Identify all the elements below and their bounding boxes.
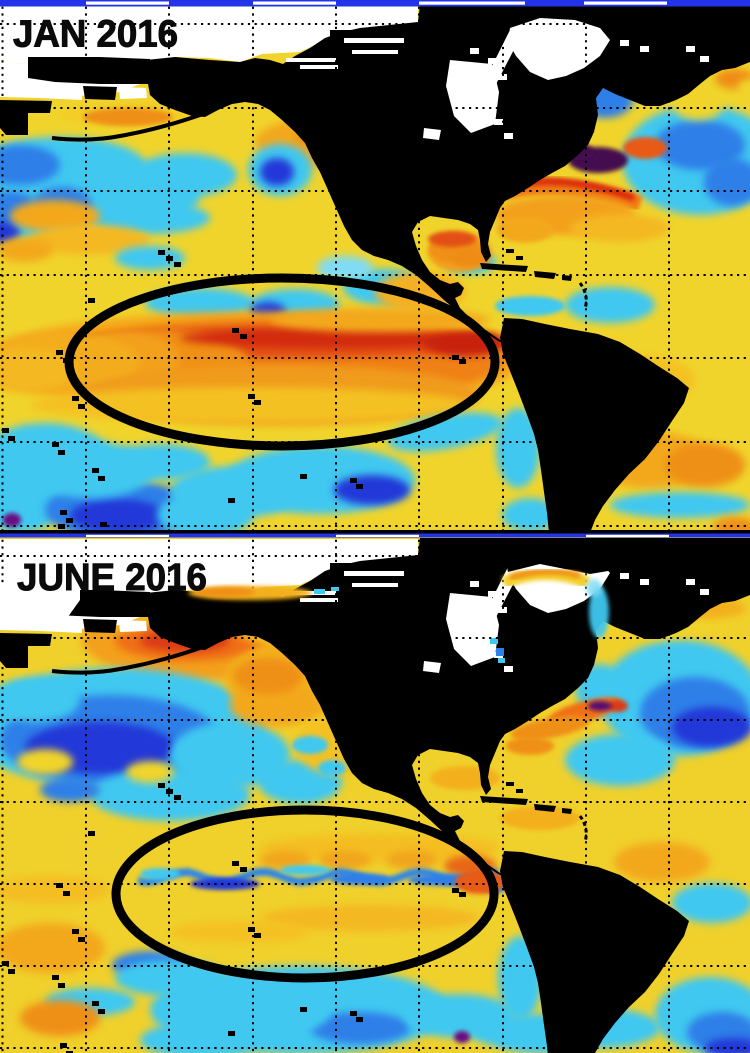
svg-text:JAN 2016: JAN 2016 <box>13 14 178 56</box>
svg-text:JUNE 2016: JUNE 2016 <box>17 557 207 599</box>
